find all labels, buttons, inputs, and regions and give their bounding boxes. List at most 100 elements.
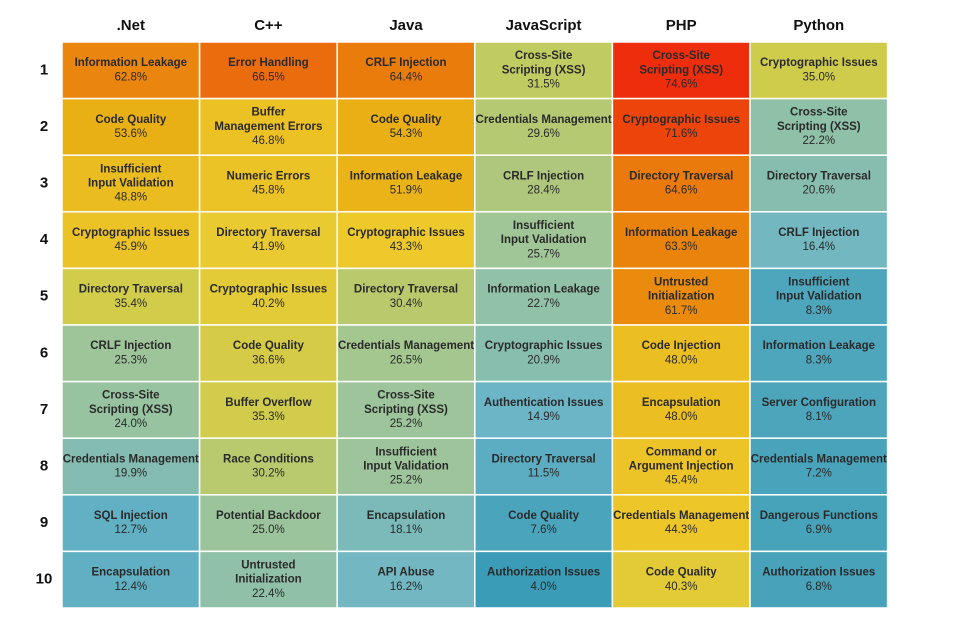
cell-percentage-value: 44.3% — [665, 524, 698, 536]
cell-percentage-value: 62.8% — [114, 71, 147, 83]
heatmap-cell — [749, 97, 889, 156]
heatmap-cell — [474, 97, 614, 156]
cell-vulnerability-label: Code Injection — [642, 340, 721, 352]
heatmap-cell — [198, 494, 338, 553]
heatmap-cell — [198, 550, 338, 609]
cell-percentage-value: 25.0% — [252, 524, 285, 536]
cell-percentage-value: 4.0% — [530, 581, 556, 593]
heatmap-cell — [198, 324, 338, 383]
column-header: PHP — [666, 17, 697, 34]
cell-percentage-value: 26.5% — [390, 354, 423, 366]
column-header: JavaScript — [506, 17, 582, 34]
heatmap-cell — [198, 211, 338, 270]
heatmap-cell — [61, 494, 201, 553]
cell-percentage-value: 36.6% — [252, 354, 285, 366]
heatmap-cell — [336, 550, 476, 609]
cell-vulnerability-label: Buffer Management Errors — [214, 107, 322, 133]
cell-percentage-value: 30.4% — [390, 298, 423, 310]
cell-percentage-value: 66.5% — [252, 71, 285, 83]
cell-percentage-value: 46.8% — [252, 135, 285, 147]
cell-vulnerability-label: Information Leakage — [625, 227, 737, 239]
cell-vulnerability-label: Cross-Site Scripting (XSS) — [89, 390, 173, 416]
heatmap-cell — [61, 41, 201, 100]
heatmap-cell — [749, 154, 889, 213]
heatmap-cell — [749, 550, 889, 609]
row-rank-label: 2 — [40, 118, 48, 135]
cell-vulnerability-label: Credentials Management — [613, 510, 749, 522]
heatmap-cell — [61, 97, 201, 156]
row-rank-label: 1 — [40, 61, 48, 78]
cell-vulnerability-label: Credentials Management — [476, 114, 612, 126]
cell-vulnerability-label: Potential Backdoor — [216, 510, 321, 522]
cell-vulnerability-label: Directory Traversal — [354, 284, 458, 296]
cell-percentage-value: 48.8% — [114, 192, 147, 204]
heatmap-cell — [198, 97, 338, 156]
heatmap-cell — [336, 267, 476, 326]
cell-percentage-value: 25.3% — [114, 354, 147, 366]
cell-percentage-value: 22.4% — [252, 588, 285, 600]
cell-vulnerability-label: Directory Traversal — [491, 453, 595, 465]
cell-vulnerability-label: CRLF Injection — [365, 57, 446, 69]
cell-percentage-value: 31.5% — [527, 79, 560, 91]
column-header: .Net — [117, 17, 145, 34]
cell-percentage-value: 7.6% — [530, 524, 556, 536]
cell-vulnerability-label: Numeric Errors — [227, 170, 311, 182]
heatmap-cell — [474, 324, 614, 383]
heatmap-cell — [336, 324, 476, 383]
heatmap-cell — [749, 41, 889, 100]
column-header: Java — [389, 17, 423, 34]
heatmap-cell — [336, 437, 476, 496]
cell-vulnerability-label: Credentials Management — [63, 453, 199, 465]
cell-vulnerability-label: Code Quality — [508, 510, 580, 522]
cell-percentage-value: 12.7% — [114, 524, 147, 536]
cell-percentage-value: 29.6% — [527, 128, 560, 140]
cell-percentage-value: 40.3% — [665, 581, 698, 593]
heatmap-cell — [61, 550, 201, 609]
cell-vulnerability-label: Insufficient Input Validation — [501, 220, 587, 246]
heatmap-cell — [749, 437, 889, 496]
cell-vulnerability-label: Directory Traversal — [629, 170, 733, 182]
heatmap-cell — [611, 211, 751, 270]
cell-vulnerability-label: Credentials Management — [338, 340, 474, 352]
cell-percentage-value: 11.5% — [528, 468, 560, 480]
heatmap-cell — [198, 41, 338, 100]
cell-vulnerability-label: Insufficient Input Validation — [776, 277, 862, 303]
heatmap-cell — [474, 380, 614, 439]
cell-percentage-value: 28.4% — [527, 185, 560, 197]
cell-vulnerability-label: Cross-Site Scripting (XSS) — [364, 390, 448, 416]
heatmap-cell — [474, 550, 614, 609]
heatmap-cell — [474, 154, 614, 213]
cell-percentage-value: 64.6% — [665, 185, 698, 197]
cell-vulnerability-label: Authentication Issues — [484, 397, 604, 409]
cell-vulnerability-label: CRLF Injection — [778, 227, 859, 239]
heatmap-cell — [198, 267, 338, 326]
cell-vulnerability-label: SQL Injection — [94, 510, 168, 522]
cell-percentage-value: 51.9% — [390, 185, 423, 197]
row-rank-label: 3 — [40, 174, 48, 191]
cell-vulnerability-label: Credentials Management — [751, 453, 887, 465]
cell-percentage-value: 20.9% — [527, 354, 560, 366]
cell-percentage-value: 16.2% — [390, 581, 423, 593]
cell-percentage-value: 14.9% — [527, 411, 560, 423]
heatmap-cell — [198, 437, 338, 496]
cell-percentage-value: 35.4% — [114, 298, 147, 310]
cell-vulnerability-label: Dangerous Functions — [760, 510, 878, 522]
cell-percentage-value: 71.6% — [665, 128, 698, 140]
heatmap-cell — [749, 211, 889, 270]
cell-percentage-value: 7.2% — [806, 468, 832, 480]
cell-percentage-value: 16.4% — [802, 241, 835, 253]
cell-percentage-value: 43.3% — [390, 241, 423, 253]
cell-vulnerability-label: Information Leakage — [763, 340, 875, 352]
cell-percentage-value: 35.0% — [802, 71, 835, 83]
cell-vulnerability-label: Race Conditions — [223, 453, 314, 465]
cell-percentage-value: 6.9% — [806, 524, 832, 536]
cell-percentage-value: 20.6% — [802, 185, 835, 197]
cell-vulnerability-label: Encapsulation — [642, 397, 721, 409]
row-rank-label: 5 — [40, 288, 48, 305]
cell-percentage-value: 40.2% — [252, 298, 285, 310]
cell-percentage-value: 74.6% — [665, 79, 698, 91]
cell-percentage-value: 45.8% — [252, 185, 285, 197]
cell-vulnerability-label: Error Handling — [228, 57, 309, 69]
cell-vulnerability-label: Code Quality — [95, 114, 167, 126]
cell-vulnerability-label: Directory Traversal — [767, 170, 871, 182]
